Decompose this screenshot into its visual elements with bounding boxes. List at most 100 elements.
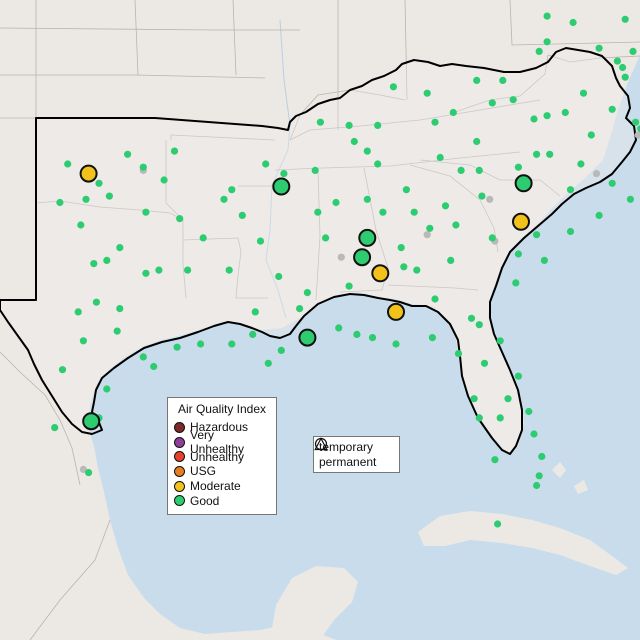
sensor-marker[interactable]	[77, 221, 85, 229]
sensor-marker[interactable]	[197, 340, 205, 348]
sensor-marker[interactable]	[525, 407, 533, 416]
sensor-marker[interactable]	[170, 147, 179, 155]
sensor-marker[interactable]	[142, 269, 150, 277]
sensor-marker[interactable]	[473, 137, 481, 146]
sensor-marker[interactable]	[353, 330, 361, 338]
sensor-marker-offline[interactable]	[486, 195, 494, 203]
sensor-marker[interactable]	[103, 385, 111, 393]
sensor-marker[interactable]	[280, 170, 288, 178]
sensor-marker[interactable]	[496, 337, 504, 345]
sensor-marker[interactable]	[350, 137, 358, 146]
sensor-marker[interactable]	[225, 266, 233, 274]
sensor-marker[interactable]	[621, 73, 629, 81]
sensor-marker[interactable]	[512, 279, 520, 287]
sensor-marker[interactable]	[619, 63, 627, 72]
sensor-marker[interactable]	[103, 256, 111, 264]
sensor-marker-offline[interactable]	[337, 253, 345, 261]
sensor-marker[interactable]	[400, 263, 408, 271]
sensor-marker[interactable]	[595, 211, 603, 219]
sensor-marker[interactable]	[173, 343, 181, 351]
sensor-marker[interactable]	[90, 260, 98, 268]
sensor-marker[interactable]	[436, 153, 444, 162]
sensor-marker[interactable]	[457, 166, 465, 174]
sensor-marker[interactable]	[494, 520, 502, 528]
sensor-marker[interactable]	[475, 414, 483, 422]
sensor-marker[interactable]	[374, 160, 382, 168]
sensor-marker[interactable]	[543, 112, 551, 120]
sensor-marker[interactable]	[530, 430, 538, 438]
sensor-marker[interactable]	[533, 481, 541, 490]
sensor-marker[interactable]	[184, 266, 192, 274]
sensor-marker[interactable]	[608, 179, 616, 187]
sensor-marker[interactable]	[621, 15, 629, 23]
sensor-marker[interactable]	[413, 266, 421, 274]
sensor-marker[interactable]	[478, 192, 486, 200]
sensor-marker[interactable]	[467, 314, 476, 322]
monitor-marker-moderate[interactable]	[79, 164, 98, 183]
sensor-marker[interactable]	[488, 99, 496, 107]
sensor-marker[interactable]	[160, 176, 168, 184]
sensor-marker[interactable]	[499, 76, 507, 84]
sensor-marker[interactable]	[595, 44, 603, 52]
sensor-marker[interactable]	[322, 234, 330, 242]
sensor-marker[interactable]	[475, 321, 483, 329]
sensor-marker[interactable]	[491, 456, 499, 464]
sensor-marker[interactable]	[82, 195, 90, 203]
sensor-marker[interactable]	[314, 208, 322, 216]
sensor-marker[interactable]	[543, 12, 551, 20]
sensor-marker[interactable]	[56, 198, 64, 207]
sensor-marker[interactable]	[379, 208, 387, 216]
sensor-marker[interactable]	[509, 96, 517, 104]
sensor-marker[interactable]	[199, 234, 207, 242]
sensor-marker[interactable]	[139, 353, 147, 361]
sensor-marker[interactable]	[561, 108, 569, 117]
sensor-marker[interactable]	[475, 166, 483, 174]
sensor-marker[interactable]	[540, 256, 549, 264]
sensor-marker[interactable]	[431, 118, 439, 126]
sensor-marker[interactable]	[392, 340, 400, 348]
sensor-marker[interactable]	[116, 305, 124, 313]
sensor-marker[interactable]	[176, 215, 184, 223]
sensor-marker[interactable]	[514, 250, 523, 258]
sensor-marker[interactable]	[441, 202, 450, 210]
sensor-marker[interactable]	[538, 452, 546, 461]
sensor-marker[interactable]	[363, 147, 371, 155]
sensor-marker-offline[interactable]	[79, 465, 87, 473]
sensor-marker[interactable]	[51, 424, 59, 432]
sensor-marker[interactable]	[92, 298, 100, 306]
sensor-marker[interactable]	[256, 237, 265, 245]
sensor-marker[interactable]	[220, 195, 228, 203]
sensor-marker[interactable]	[577, 160, 585, 168]
sensor-marker[interactable]	[566, 227, 575, 236]
sensor-marker[interactable]	[543, 38, 551, 46]
sensor-marker[interactable]	[264, 359, 272, 367]
monitor-marker-good[interactable]	[298, 328, 317, 347]
sensor-marker[interactable]	[426, 224, 434, 232]
sensor-marker[interactable]	[632, 118, 640, 126]
sensor-marker[interactable]	[363, 195, 371, 203]
sensor-marker[interactable]	[613, 57, 622, 65]
sensor-marker[interactable]	[116, 244, 124, 252]
sensor-marker[interactable]	[228, 340, 236, 348]
sensor-marker[interactable]	[637, 125, 640, 133]
sensor-marker[interactable]	[368, 334, 377, 342]
sensor-marker[interactable]	[428, 334, 436, 342]
sensor-marker[interactable]	[251, 308, 259, 316]
monitor-marker-good[interactable]	[358, 228, 377, 247]
monitor-marker-moderate[interactable]	[512, 212, 530, 231]
sensor-marker[interactable]	[155, 266, 163, 274]
sensor-marker[interactable]	[566, 186, 575, 194]
sensor-marker[interactable]	[249, 330, 257, 338]
sensor-marker[interactable]	[275, 272, 283, 281]
sensor-marker[interactable]	[105, 192, 113, 200]
sensor-marker[interactable]	[470, 395, 478, 403]
sensor-marker[interactable]	[514, 163, 523, 171]
monitor-marker-moderate[interactable]	[371, 264, 390, 283]
sensor-marker[interactable]	[514, 372, 523, 380]
sensor-marker[interactable]	[504, 395, 512, 403]
sensor-marker[interactable]	[374, 121, 382, 129]
sensor-marker[interactable]	[546, 150, 554, 158]
sensor-marker[interactable]	[608, 105, 616, 113]
